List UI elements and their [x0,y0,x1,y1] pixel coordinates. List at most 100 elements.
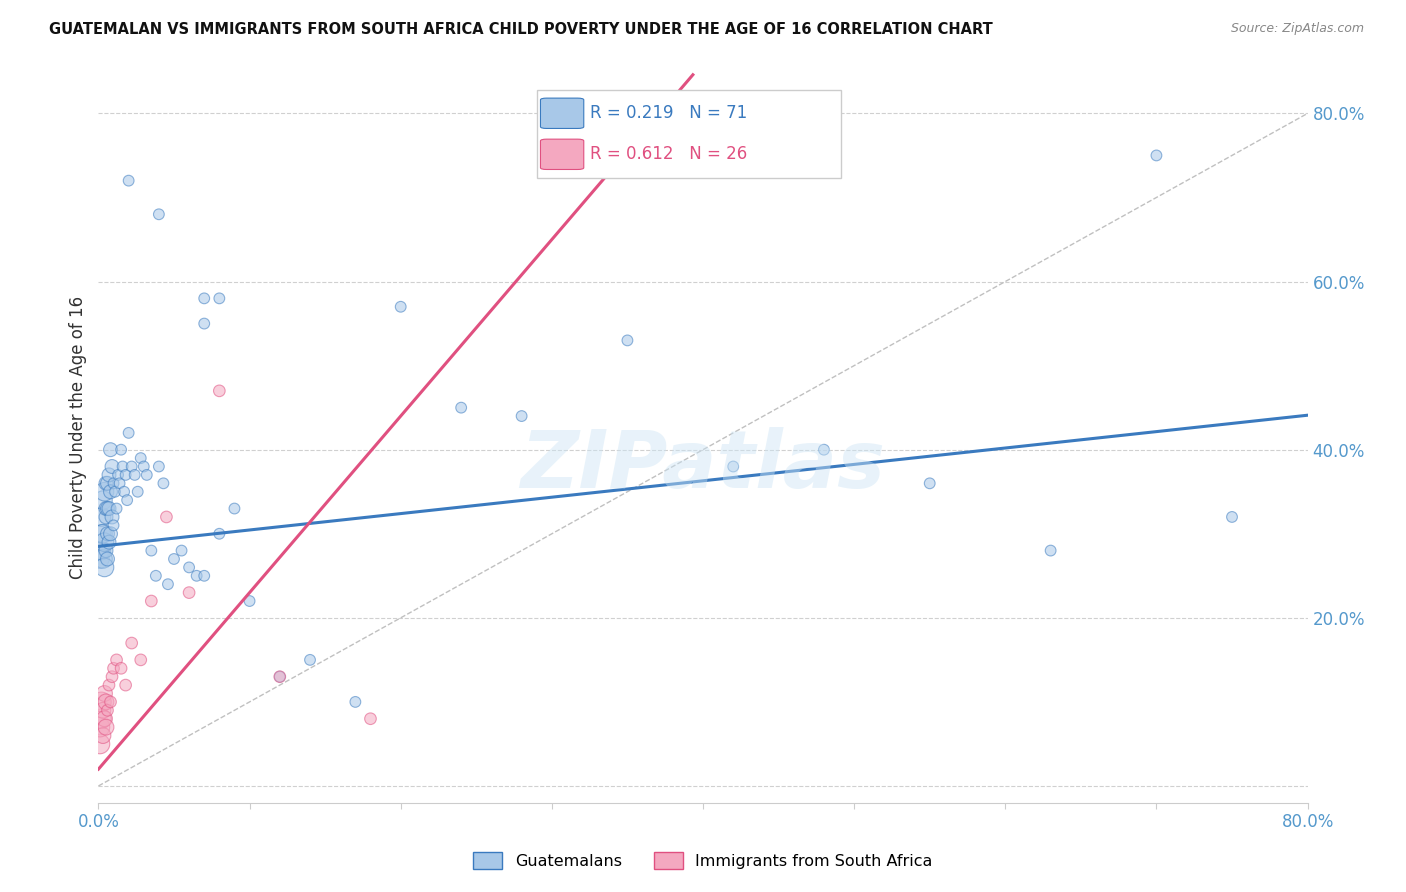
Point [510,409,533,423]
Point [135,467,157,482]
Point [101,510,124,524]
Point [112,484,135,499]
Point [148,459,170,474]
Point [90,543,112,558]
Point [269,670,291,684]
Point [94,543,117,558]
Point [107,467,129,482]
Point [93,484,115,499]
Point [299,653,322,667]
Point [91,552,114,566]
Point [127,484,149,499]
Point [101,459,124,474]
Point [193,317,215,331]
Point [98,501,121,516]
Point [94,720,117,734]
Point [96,526,118,541]
Point [118,425,141,440]
Point [124,467,146,482]
Point [90,510,112,524]
Point [90,695,112,709]
Point [186,569,208,583]
Point [100,695,122,709]
Point [103,661,125,675]
Legend: Guatemalans, Immigrants from South Africa: Guatemalans, Immigrants from South Afric… [467,846,939,875]
Point [96,501,118,516]
Point [179,560,201,574]
Point [170,543,193,558]
Point [723,459,745,474]
Point [141,594,163,608]
Point [105,653,128,667]
Text: R = 0.612   N = 26: R = 0.612 N = 26 [591,145,747,163]
Point [89,552,111,566]
Point [208,291,231,305]
Point [616,334,638,348]
Point [100,442,122,457]
Point [98,678,121,692]
Point [129,653,152,667]
Point [145,569,167,583]
Point [163,552,186,566]
Point [104,484,127,499]
Point [94,695,117,709]
Point [155,510,177,524]
Point [100,526,122,541]
Point [360,712,382,726]
Point [132,459,155,474]
Point [121,459,143,474]
Point [91,493,114,508]
Text: R = 0.219   N = 71: R = 0.219 N = 71 [591,104,747,122]
Point [208,384,231,398]
Point [111,459,134,474]
Point [89,737,111,751]
Y-axis label: Child Poverty Under the Age of 16: Child Poverty Under the Age of 16 [69,295,87,579]
Point [90,526,112,541]
Point [96,552,118,566]
FancyBboxPatch shape [540,98,583,128]
Point [91,729,114,743]
Point [115,493,138,508]
Point [141,543,163,558]
Point [156,577,179,591]
Point [110,661,132,675]
Point [813,442,835,457]
FancyBboxPatch shape [537,90,841,178]
Point [96,476,118,491]
Point [239,594,262,608]
Point [918,476,941,491]
Point [193,569,215,583]
Point [193,291,215,305]
Point [93,560,115,574]
Point [89,720,111,734]
Text: Source: ZipAtlas.com: Source: ZipAtlas.com [1230,22,1364,36]
Point [89,543,111,558]
Point [108,476,131,491]
Point [389,300,412,314]
Point [94,476,117,491]
Point [98,467,121,482]
Point [110,442,132,457]
Point [1144,148,1167,162]
Point [90,712,112,726]
Point [269,670,291,684]
Point [100,484,122,499]
Point [179,585,201,599]
Point [101,670,124,684]
Point [94,510,117,524]
Point [93,535,115,549]
Point [118,174,141,188]
Point [96,703,118,717]
FancyBboxPatch shape [540,139,583,169]
Point [94,501,117,516]
Point [450,401,472,415]
Point [91,703,114,717]
Point [93,686,115,700]
Text: GUATEMALAN VS IMMIGRANTS FROM SOUTH AFRICA CHILD POVERTY UNDER THE AGE OF 16 COR: GUATEMALAN VS IMMIGRANTS FROM SOUTH AFRI… [49,22,993,37]
Point [224,501,246,516]
Point [344,695,367,709]
Point [105,501,128,516]
Point [93,712,115,726]
Point [114,467,136,482]
Point [121,636,143,650]
